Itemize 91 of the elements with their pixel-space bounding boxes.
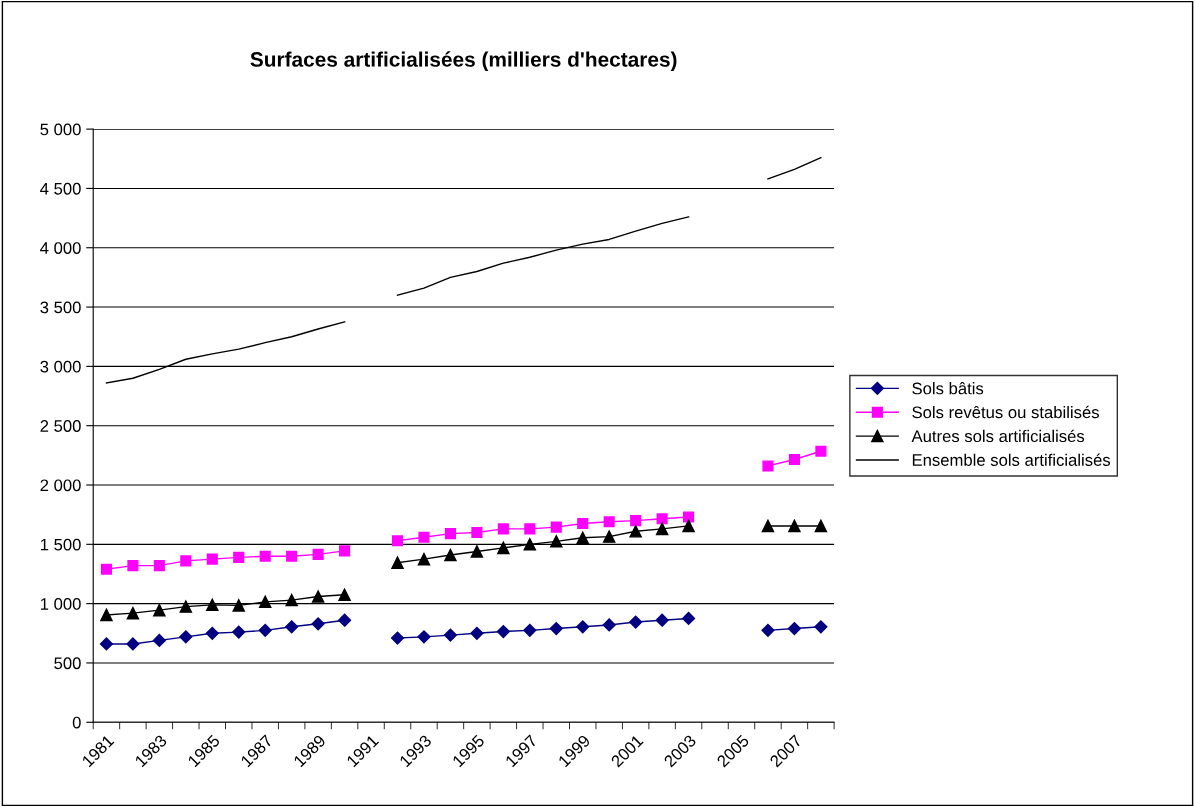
point [179, 600, 193, 613]
point [629, 525, 642, 538]
legend-label: Ensemble sols artificialisés [912, 453, 1111, 466]
point [232, 625, 246, 639]
point [471, 526, 483, 539]
point [550, 535, 563, 548]
point [206, 553, 218, 565]
point [814, 519, 828, 533]
chart-title: Surfaces artificialisées (milliers d'hectares) [250, 51, 677, 71]
point [683, 511, 695, 523]
point [180, 555, 192, 567]
point [815, 445, 827, 457]
point [444, 548, 457, 562]
point [576, 531, 589, 545]
point [470, 626, 484, 640]
point [655, 613, 669, 627]
point [788, 519, 801, 533]
point [152, 633, 166, 647]
point [286, 550, 298, 562]
y-tick-label: 0 [72, 716, 81, 729]
point [470, 545, 484, 558]
point [205, 626, 219, 640]
point [100, 608, 113, 622]
point [391, 535, 404, 547]
y-tick-label: 2 500 [40, 420, 81, 432]
point [602, 530, 616, 543]
point [127, 560, 139, 572]
point [524, 523, 536, 535]
point [338, 588, 351, 601]
y-tick-label: 5 000 [40, 123, 81, 136]
point [153, 560, 165, 572]
point [550, 521, 562, 533]
point [258, 623, 272, 637]
point [258, 595, 272, 609]
point [577, 518, 589, 530]
y-tick-label: 1 500 [40, 538, 81, 551]
point [390, 631, 405, 645]
point [311, 617, 325, 631]
point [285, 620, 299, 634]
point [417, 630, 431, 644]
point [630, 515, 642, 527]
point [761, 519, 775, 533]
point [549, 621, 563, 636]
point [787, 621, 802, 636]
point [391, 556, 404, 569]
point [523, 623, 537, 637]
point [99, 637, 114, 651]
point [206, 598, 219, 612]
point [497, 541, 510, 555]
point [285, 593, 298, 607]
point [444, 528, 456, 540]
legend-label: Sols revêtus ou stabilisés [912, 405, 1099, 419]
point [629, 615, 643, 629]
point [761, 623, 775, 637]
point [311, 590, 325, 603]
point [100, 563, 112, 575]
point [576, 620, 590, 634]
point [232, 599, 245, 612]
point [762, 460, 774, 472]
point [312, 548, 324, 560]
point [126, 637, 140, 651]
y-tick-label: 4 500 [40, 182, 81, 195]
point [126, 606, 140, 620]
point [523, 538, 537, 551]
point [788, 453, 800, 466]
point [233, 551, 245, 563]
point [681, 611, 696, 626]
y-tick-label: 3 500 [40, 301, 81, 314]
point [153, 603, 166, 617]
y-tick-label: 1 000 [40, 598, 81, 610]
y-tick-label: 500 [54, 657, 81, 670]
point [496, 624, 510, 639]
point [602, 618, 616, 632]
point [814, 620, 828, 634]
point [443, 628, 458, 642]
legend-label: Sols bâtis [912, 382, 984, 395]
point [655, 522, 669, 536]
y-tick-label: 4 000 [40, 242, 81, 254]
point [497, 523, 509, 535]
point [682, 519, 695, 533]
y-tick-label: 2 000 [40, 479, 81, 492]
legend-label: Autres sols artificialisés [911, 429, 1085, 443]
point [179, 630, 193, 644]
point [418, 531, 430, 543]
point [656, 513, 668, 525]
point [603, 516, 615, 528]
point [259, 550, 271, 562]
point [337, 613, 352, 627]
point [339, 545, 351, 557]
point [417, 552, 431, 566]
y-tick-label: 3 000 [40, 360, 81, 373]
